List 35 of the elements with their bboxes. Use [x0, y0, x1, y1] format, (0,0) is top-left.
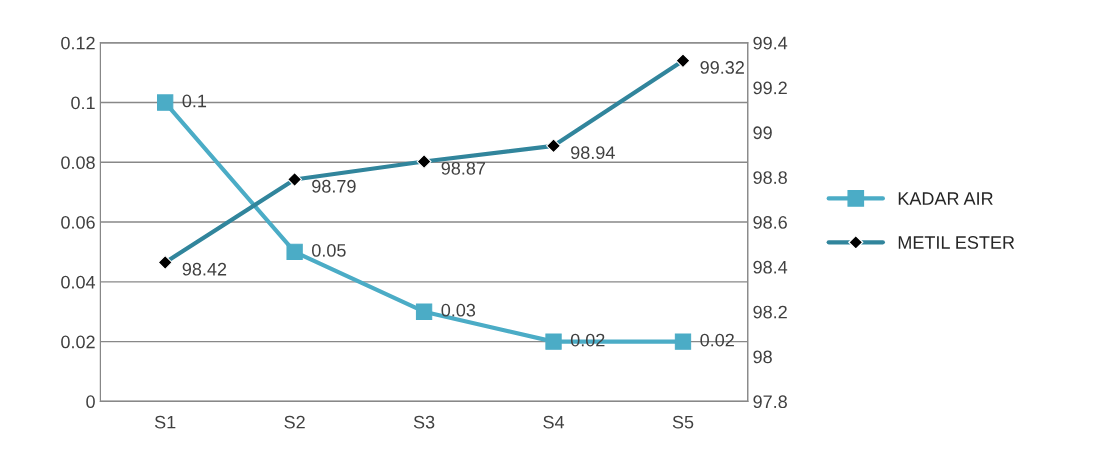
point [545, 333, 562, 350]
data-label: 0.03 [441, 303, 476, 317]
y-tick-label: 0.06 [61, 216, 95, 229]
y2-tick-label: 99 [753, 126, 772, 140]
y-tick-label: 0.04 [61, 275, 96, 289]
y2-tick-label: 99.4 [753, 36, 788, 50]
x-tick-label: S5 [672, 415, 694, 429]
data-label: 0.05 [312, 244, 346, 257]
x-tick-label: S3 [413, 415, 435, 429]
point [157, 94, 174, 111]
y2-tick-label: 99.2 [753, 81, 787, 95]
x-tick-label: S2 [284, 415, 305, 429]
legend-label: KADAR AIR [898, 192, 993, 205]
data-label: 98.79 [312, 179, 356, 193]
y2-tick-label: 97.8 [753, 395, 787, 409]
data-label: 99.32 [700, 61, 744, 74]
y-tick-label: 0.12 [61, 36, 95, 50]
data-label: 98.87 [441, 161, 486, 175]
point [674, 333, 692, 350]
x-tick-label: S4 [543, 415, 565, 429]
y2-tick-label: 98.2 [753, 305, 787, 319]
y-tick-label: 0.02 [61, 335, 95, 349]
x-tick-label: S1 [154, 415, 176, 429]
y2-tick-label: 98.6 [753, 216, 787, 229]
legend-label: METIL ESTER [898, 236, 1015, 249]
data-label: 98.94 [571, 146, 615, 160]
y2-tick-label: 98.8 [753, 171, 787, 184]
y-tick-label: 0.08 [61, 156, 95, 170]
y2-tick-label: 98 [753, 350, 772, 364]
y2-tick-label: 98.4 [753, 260, 788, 274]
y-tick-label: 0 [86, 395, 95, 409]
data-label: 98.42 [182, 262, 227, 276]
point [415, 303, 433, 320]
point [286, 243, 303, 261]
y-tick-label: 0.1 [71, 96, 95, 110]
